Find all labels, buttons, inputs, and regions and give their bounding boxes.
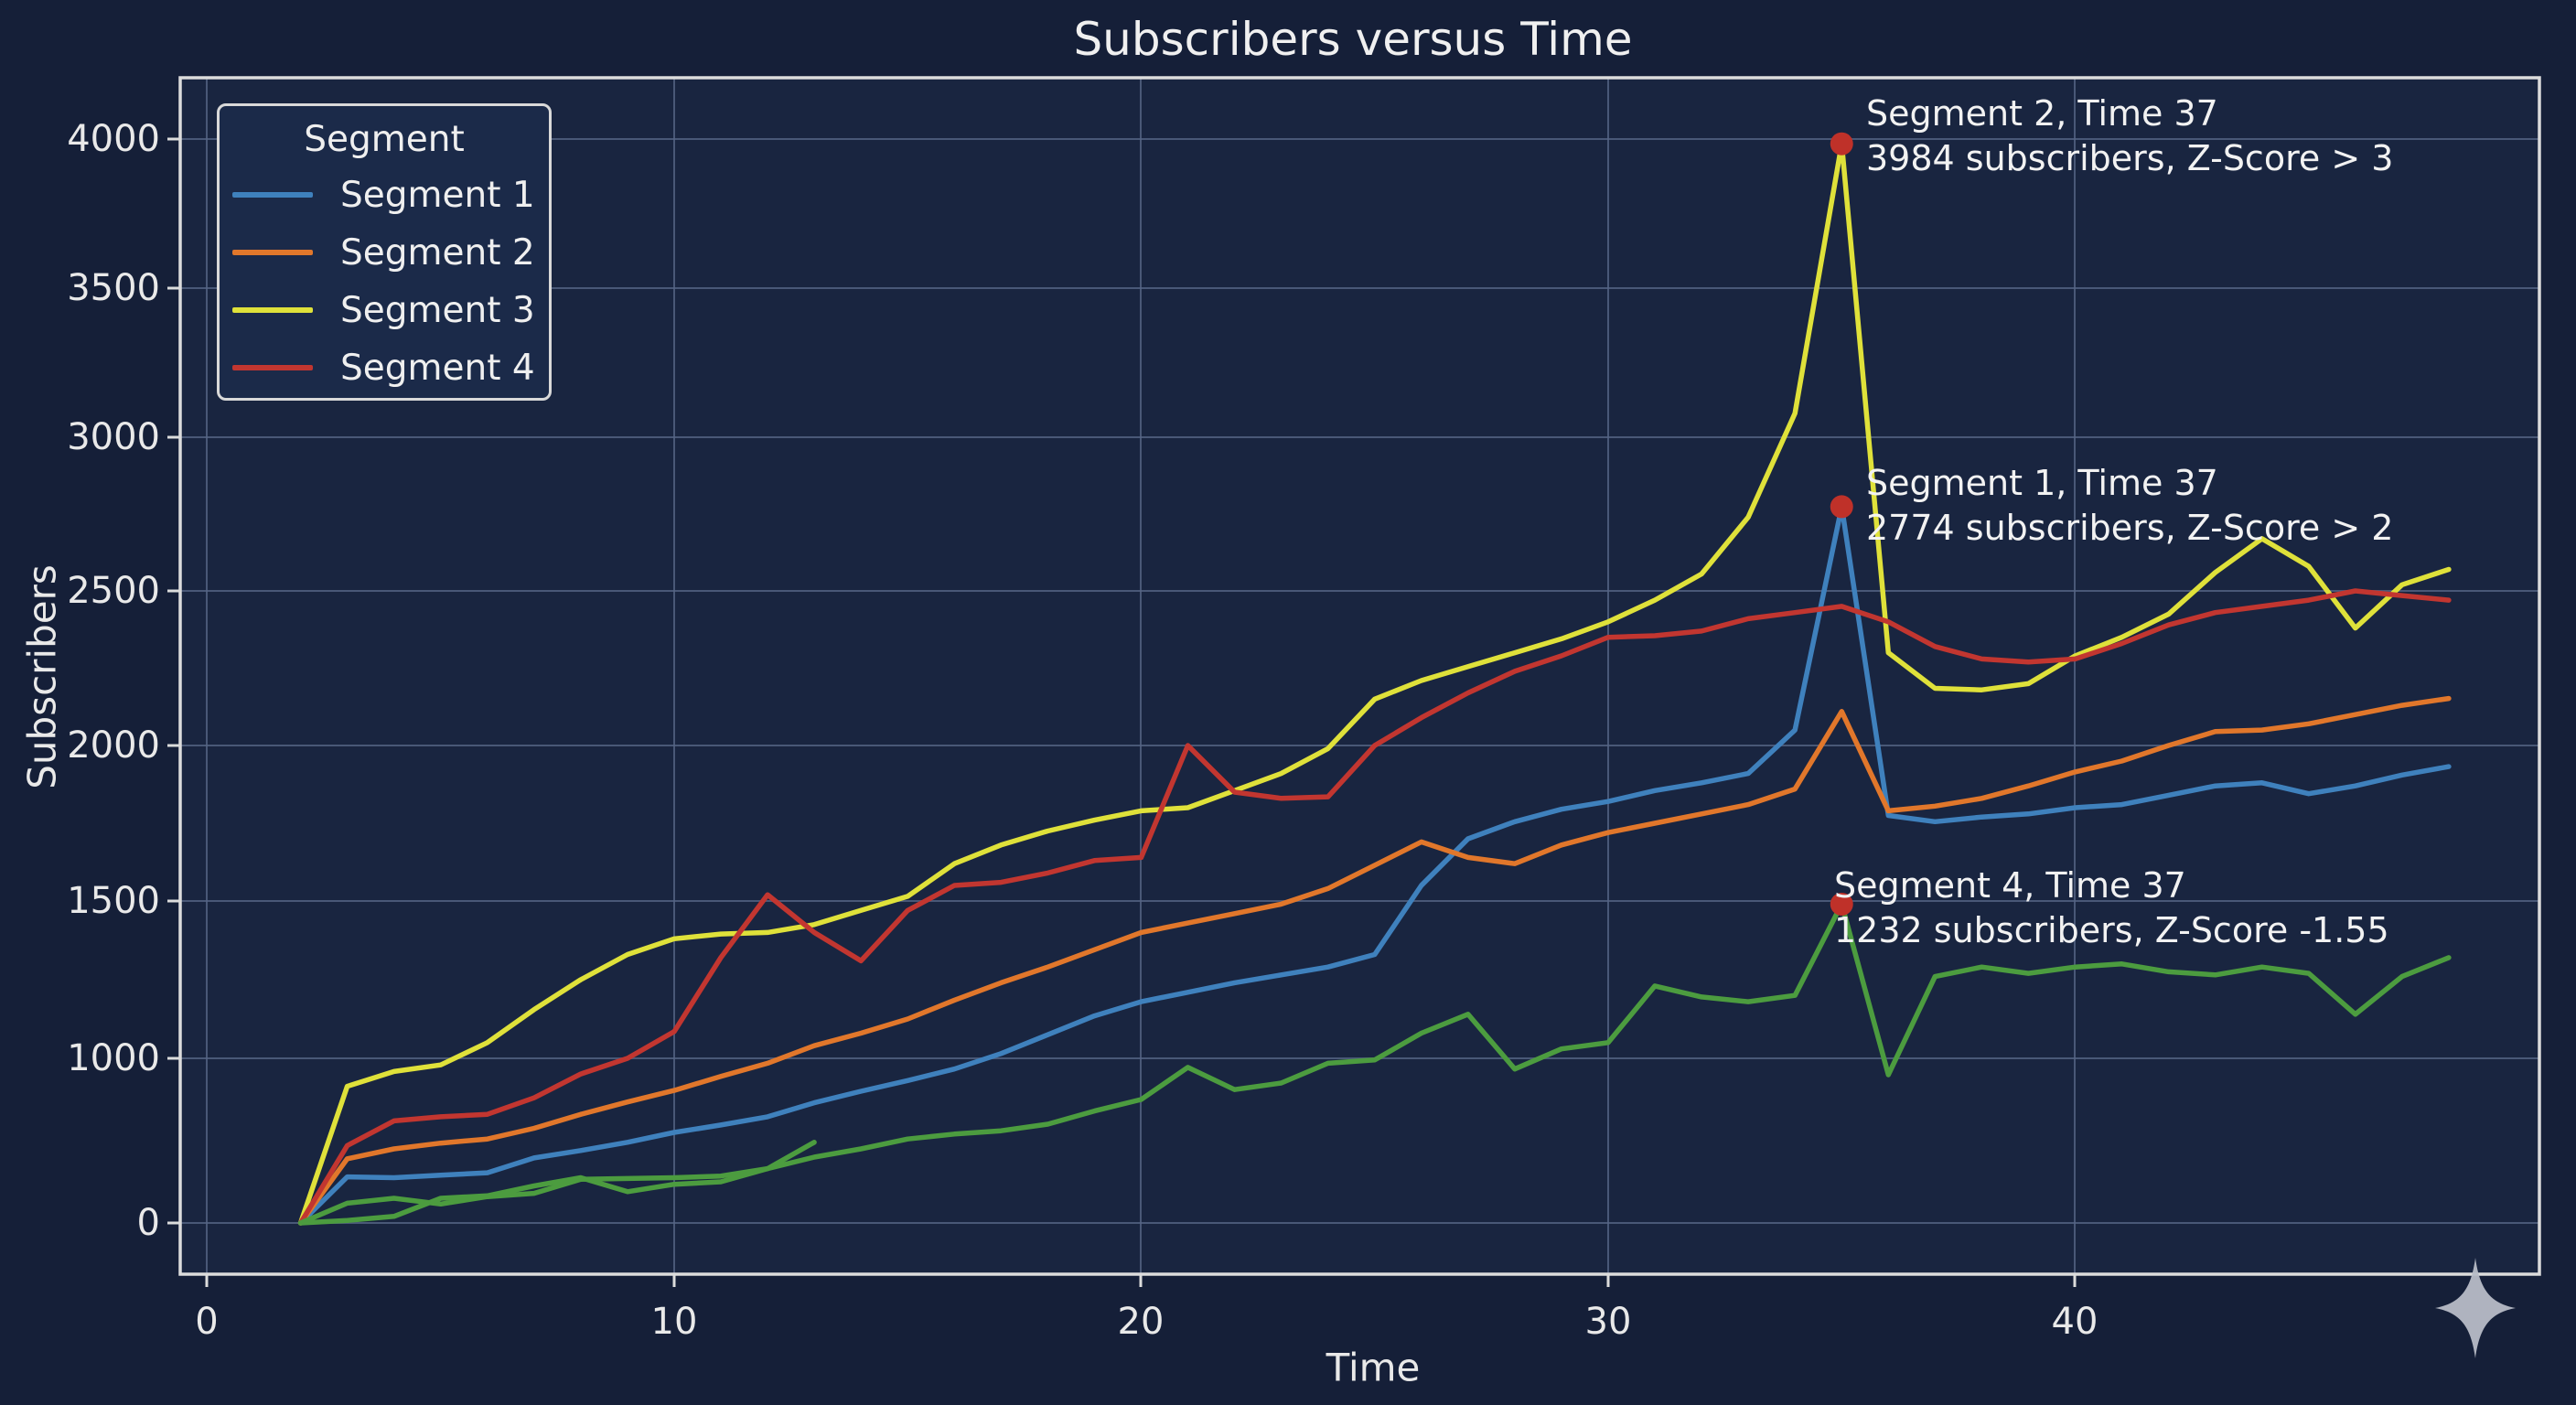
legend-swatch-segment-4 — [232, 365, 313, 370]
y-tick-label: 3000 — [67, 416, 160, 458]
legend-swatch-segment-3 — [232, 307, 313, 313]
y-tick-label: 4000 — [67, 118, 160, 160]
annotation-segment-2-spike: Segment 2, Time 37 3984 subscribers, Z-S… — [1866, 91, 2393, 181]
legend-item-segment-3: Segment 3 — [232, 287, 535, 333]
annotation-line: 3984 subscribers, Z-Score > 3 — [1866, 138, 2394, 178]
chart-legend: Segment Segment 1 Segment 2 Segment 3 Se… — [217, 103, 552, 401]
legend-item-segment-2: Segment 2 — [232, 230, 535, 275]
x-axis-label: Time — [1326, 1345, 1421, 1390]
legend-item-segment-1: Segment 1 — [232, 172, 535, 218]
cursor-sparkle-icon — [2435, 1258, 2516, 1358]
annotation-line: Segment 4, Time 37 — [1834, 865, 2186, 906]
annotation-segment-4-dip: Segment 4, Time 37 1232 subscribers, Z-S… — [1834, 863, 2389, 953]
x-tick-label: 40 — [2051, 1301, 2098, 1343]
y-tick-label: 0 — [136, 1202, 160, 1244]
legend-item-label: Segment 4 — [340, 347, 535, 389]
annotation-line: 1232 subscribers, Z-Score -1.55 — [1834, 910, 2389, 950]
legend-item-label: Segment 1 — [340, 174, 535, 216]
annotation-line: 2774 subscribers, Z-Score > 2 — [1866, 508, 2394, 548]
x-tick-label: 0 — [195, 1301, 219, 1343]
chart-title: Subscribers versus Time — [1073, 13, 1633, 66]
legend-item-segment-4: Segment 4 — [232, 345, 535, 391]
y-tick-label: 1000 — [67, 1037, 160, 1079]
y-tick-label: 3500 — [67, 267, 160, 309]
annotation-segment-1-spike: Segment 1, Time 37 2774 subscribers, Z-S… — [1866, 461, 2393, 551]
legend-swatch-segment-1 — [232, 192, 313, 198]
annotation-line: Segment 1, Time 37 — [1866, 463, 2218, 503]
x-tick-label: 30 — [1584, 1301, 1632, 1343]
legend-title: Segment — [304, 119, 465, 160]
legend-item-label: Segment 3 — [340, 289, 535, 331]
x-tick-label: 20 — [1117, 1301, 1165, 1343]
legend-item-label: Segment 2 — [340, 231, 535, 273]
y-tick-label: 1500 — [67, 880, 160, 922]
legend-swatch-segment-2 — [232, 250, 313, 255]
y-tick-label: 2000 — [67, 724, 160, 767]
annotation-line: Segment 2, Time 37 — [1866, 93, 2218, 134]
y-tick-label: 2500 — [67, 570, 160, 612]
x-tick-label: 10 — [650, 1301, 698, 1343]
